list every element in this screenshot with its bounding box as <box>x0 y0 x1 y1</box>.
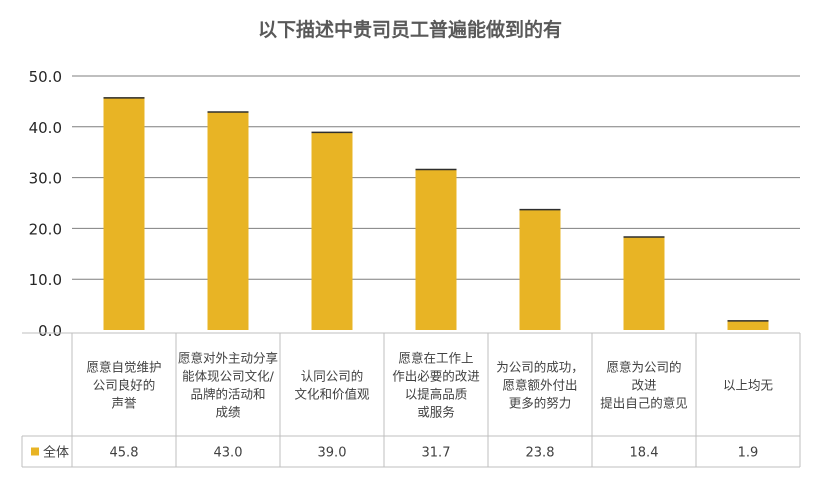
category-label: 公司良好的 <box>93 378 156 393</box>
data-value-label: 45.8 <box>110 446 139 461</box>
bar-1 <box>103 97 145 330</box>
category-label: 更多的努力 <box>509 396 572 411</box>
category-label: 以上均无 <box>723 378 773 393</box>
y-tick-label: 20.0 <box>29 220 62 238</box>
category-label: 文化和价值观 <box>294 387 370 402</box>
data-value-label: 1.9 <box>738 446 759 461</box>
bar-5 <box>519 209 561 330</box>
category-label: 提出自己的意见 <box>600 396 688 411</box>
data-value-label: 23.8 <box>526 446 555 461</box>
category-label: 以提高品质 <box>405 387 468 402</box>
data-value-label: 39.0 <box>318 446 347 461</box>
y-tick-label: 30.0 <box>29 170 62 188</box>
category-label: 认同公司的 <box>301 369 364 384</box>
bar-3 <box>311 131 353 330</box>
category-label: 品牌的活动和 <box>190 387 265 402</box>
data-value-label: 18.4 <box>630 446 659 461</box>
y-tick-label: 40.0 <box>29 119 62 137</box>
category-label: 为公司的成功， <box>496 360 584 375</box>
y-tick-label: 0.0 <box>38 322 62 340</box>
bar-4 <box>415 168 457 330</box>
y-tick-label: 10.0 <box>29 271 62 289</box>
legend-label: 全体 <box>43 445 69 461</box>
chart-title: 以下描述中贵司员工普遍能做到的有 <box>258 18 562 41</box>
category-label: 改进 <box>631 378 657 393</box>
data-value-label: 31.7 <box>422 446 451 461</box>
category-label: 声誉 <box>111 396 137 411</box>
category-label: 愿意自觉维护 <box>86 360 161 375</box>
category-label: 作出必要的改进 <box>392 369 480 384</box>
category-label: 愿意对外主动分享 <box>178 351 278 366</box>
bar-6 <box>623 236 665 330</box>
category-label: 愿意额外付出 <box>502 378 577 393</box>
legend-swatch <box>31 447 39 456</box>
category-label: 愿意为公司的 <box>606 360 681 375</box>
y-tick-label: 50.0 <box>29 68 62 86</box>
bar-7 <box>727 320 769 330</box>
category-label: 成绩 <box>215 405 241 420</box>
category-label: 能体现公司文化/ <box>182 369 275 384</box>
category-label: 或服务 <box>417 405 455 420</box>
bar-2 <box>207 111 249 330</box>
data-value-label: 43.0 <box>214 446 243 461</box>
category-label: 愿意在工作上 <box>398 351 473 366</box>
